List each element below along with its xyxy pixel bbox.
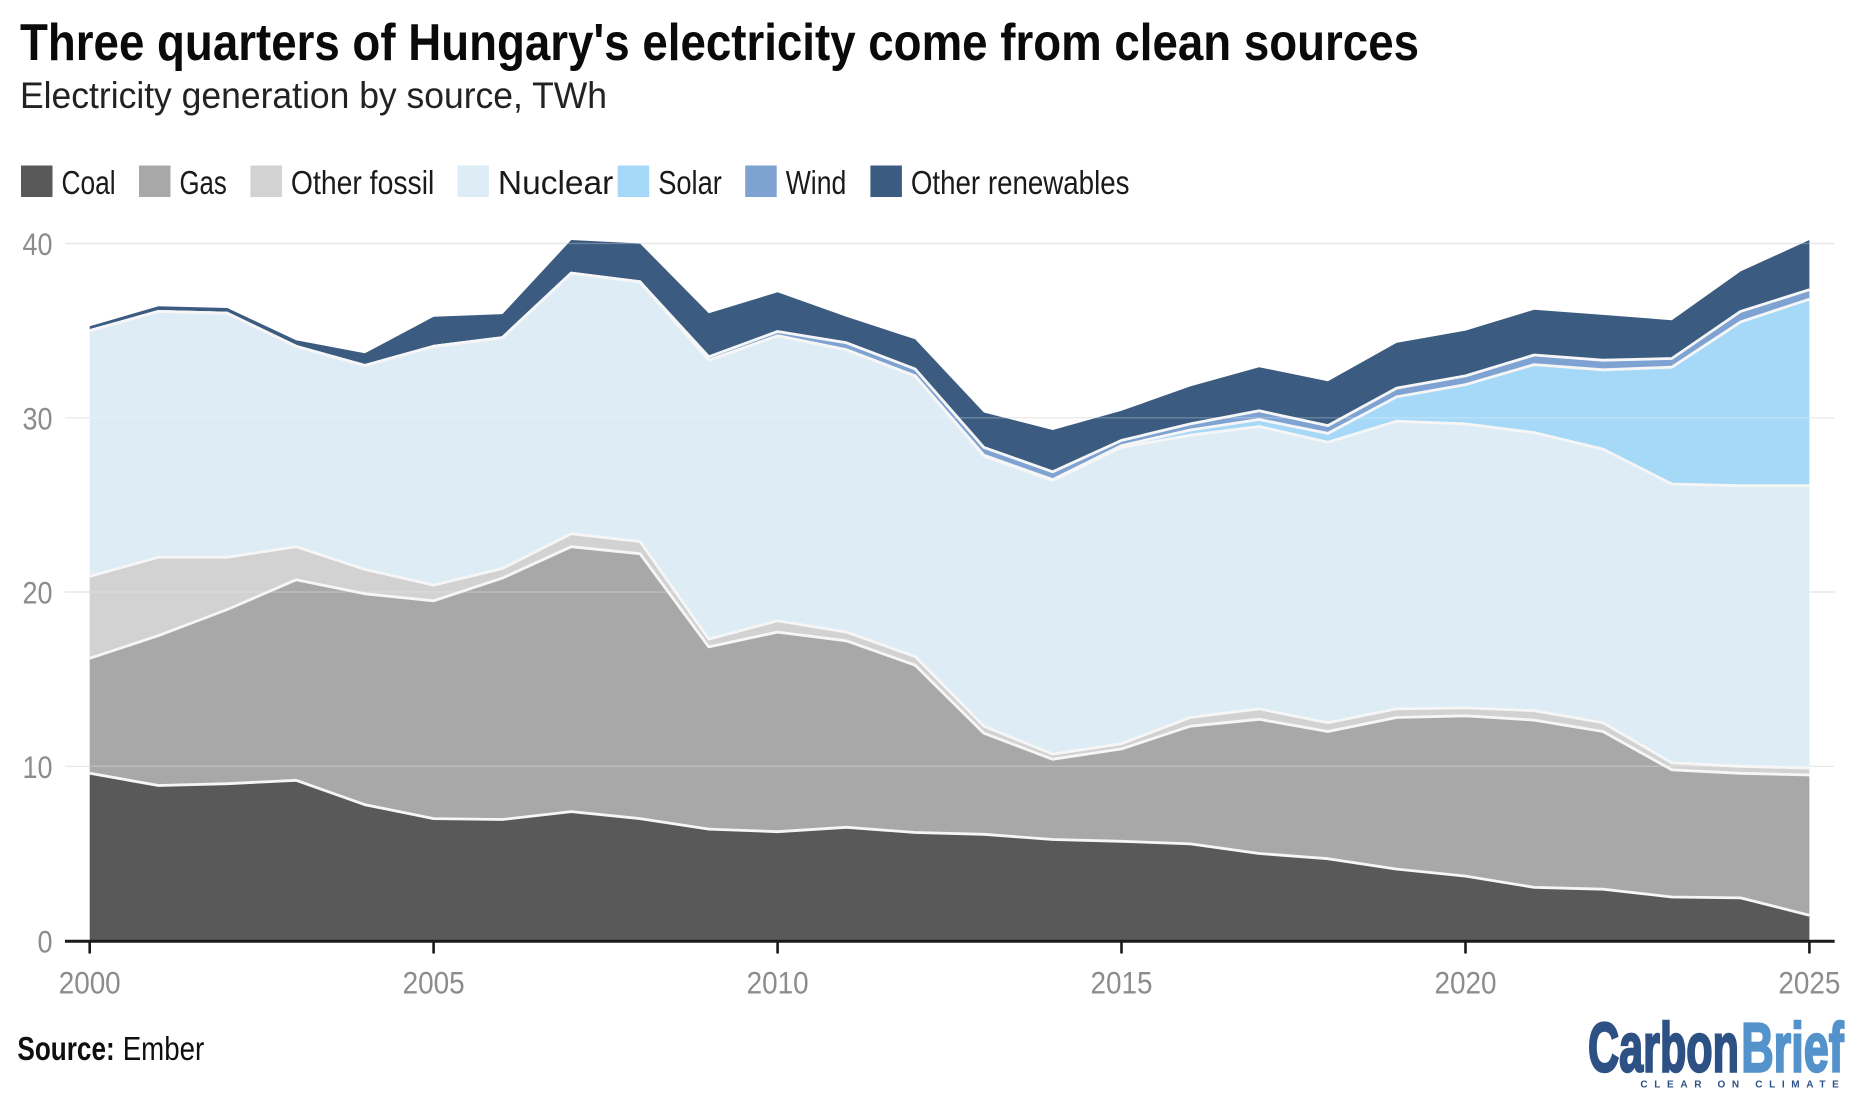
svg-text:Solar: Solar bbox=[658, 164, 722, 201]
svg-text:2000: 2000 bbox=[59, 965, 121, 1001]
svg-text:Other renewables: Other renewables bbox=[911, 164, 1130, 201]
svg-text:Gas: Gas bbox=[180, 164, 227, 201]
svg-text:2005: 2005 bbox=[403, 965, 465, 1001]
svg-text:20: 20 bbox=[23, 575, 53, 611]
svg-text:2025: 2025 bbox=[1778, 965, 1840, 1001]
svg-text:Nuclear: Nuclear bbox=[498, 164, 613, 201]
svg-text:30: 30 bbox=[23, 401, 53, 437]
svg-text:2020: 2020 bbox=[1435, 965, 1497, 1001]
svg-text:2010: 2010 bbox=[747, 965, 809, 1001]
svg-text:0: 0 bbox=[38, 924, 53, 960]
svg-text:40: 40 bbox=[23, 226, 53, 262]
svg-text:Three quarters of Hungary's el: Three quarters of Hungary's electricity … bbox=[20, 14, 1419, 72]
svg-text:Wind: Wind bbox=[786, 164, 847, 201]
svg-text:Electricity generation by sour: Electricity generation by source, TWh bbox=[20, 75, 607, 116]
svg-text:10: 10 bbox=[23, 749, 53, 785]
svg-text:Brief: Brief bbox=[1741, 1009, 1844, 1087]
svg-text:Carbon: Carbon bbox=[1588, 1009, 1739, 1087]
svg-text:Source:Ember: Source: Ember bbox=[17, 1030, 204, 1067]
svg-text:2015: 2015 bbox=[1091, 965, 1153, 1001]
svg-text:Coal: Coal bbox=[62, 164, 116, 201]
svg-text:Other fossil: Other fossil bbox=[291, 164, 434, 201]
